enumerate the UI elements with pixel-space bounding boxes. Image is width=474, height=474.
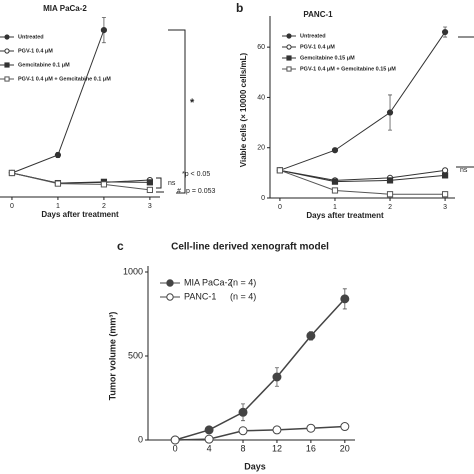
- marker: [204, 434, 214, 444]
- marker: [8, 169, 16, 177]
- x-tick-label: 1: [333, 204, 337, 211]
- y-axis-label: Viable cells (× 10000 cells/mL): [239, 52, 248, 167]
- x-tick-label: 12: [272, 443, 282, 453]
- legend-label: Untreated: [300, 33, 326, 39]
- marker: [166, 293, 174, 301]
- marker: [4, 34, 10, 40]
- x-tick-label: 0: [278, 204, 282, 211]
- marker: [272, 372, 282, 382]
- marker: [340, 294, 350, 304]
- marker: [386, 191, 394, 198]
- marker: [331, 187, 339, 194]
- series-line: [11, 172, 150, 191]
- marker: [100, 181, 108, 188]
- marker: [146, 186, 153, 194]
- series-line: [279, 169, 446, 183]
- y-tick-label: 0: [138, 434, 143, 444]
- x-tick-label: 3: [148, 203, 152, 210]
- series-line: [279, 169, 446, 195]
- legend-label: MIA PaCa-2: [184, 277, 233, 287]
- annotation: *p < 0.05: [182, 171, 210, 178]
- annotation: #: [177, 188, 181, 195]
- x-tick-label: 20: [340, 443, 350, 453]
- marker: [272, 425, 282, 435]
- legend-label: PGV-1 0.4 μM + Gemcitabine 0.1 μM: [18, 76, 111, 82]
- marker: [286, 66, 292, 72]
- marker: [441, 172, 449, 179]
- annotation: ns: [168, 180, 176, 187]
- marker: [286, 33, 292, 39]
- marker: [441, 167, 449, 174]
- series-line: [279, 31, 446, 171]
- legend-n: (n = 4): [230, 291, 256, 301]
- legend-n: (n = 4): [230, 277, 256, 287]
- x-tick-label: 2: [388, 204, 392, 211]
- x-tick-label: 2: [102, 203, 106, 210]
- x-tick-label: 16: [306, 443, 316, 453]
- marker: [4, 48, 10, 54]
- series-line: [279, 169, 446, 181]
- marker: [146, 179, 153, 186]
- chart-title: PANC-1: [303, 10, 333, 19]
- x-axis-label: Days after treatment: [41, 210, 119, 219]
- x-tick-label: 3: [443, 204, 447, 211]
- annotation: ns: [460, 167, 468, 174]
- marker: [204, 425, 214, 435]
- x-axis-label: Days: [244, 461, 266, 471]
- legend-label: PGV-1 0.4 μM: [300, 44, 335, 50]
- y-tick-label: 0: [261, 195, 265, 202]
- x-tick-label: 1: [56, 203, 60, 210]
- marker: [286, 55, 292, 61]
- panel-letter: c: [117, 239, 124, 253]
- bracket: [168, 29, 186, 194]
- marker: [276, 167, 284, 174]
- marker: [306, 423, 316, 433]
- marker: [170, 435, 180, 445]
- marker: [386, 177, 394, 184]
- chart-title: Cell-line derived xenograft model: [171, 242, 329, 253]
- marker: [100, 27, 108, 34]
- marker: [331, 147, 339, 154]
- annotation: p = 0.053: [186, 188, 215, 195]
- marker: [340, 422, 350, 432]
- marker: [238, 407, 248, 417]
- x-axis-label: Days after treatment: [306, 211, 384, 220]
- y-tick-label: 40: [257, 94, 265, 101]
- y-tick-label: 1000: [123, 266, 143, 276]
- panel-letter: b: [236, 1, 243, 15]
- series-line: [174, 298, 346, 441]
- marker: [441, 28, 449, 36]
- marker: [441, 191, 449, 198]
- marker: [54, 151, 62, 159]
- x-tick-label: 4: [207, 443, 212, 453]
- marker: [306, 331, 316, 341]
- annotation: *: [190, 97, 195, 109]
- marker: [386, 109, 394, 116]
- legend-label: Gemcitabine 0.15 μM: [300, 55, 355, 61]
- x-tick-label: 8: [241, 443, 246, 453]
- marker: [238, 426, 248, 436]
- y-axis-label: Tumor volume (mm³): [107, 312, 117, 401]
- x-tick-label: 0: [173, 443, 178, 453]
- legend-label: PGV-1 0.4 μM: [18, 48, 53, 54]
- chart-title: MIA PaCa-2: [43, 4, 87, 13]
- legend-label: Gemcitabine 0.1 μM: [18, 62, 70, 68]
- x-tick-label: 0: [10, 203, 14, 210]
- marker: [331, 178, 339, 185]
- series-line: [175, 425, 345, 441]
- marker: [54, 180, 62, 187]
- y-tick-label: 500: [128, 350, 143, 360]
- legend-label: Untreated: [18, 34, 44, 40]
- marker: [4, 62, 10, 68]
- y-tick-label: 60: [257, 44, 265, 51]
- bracket: [156, 177, 162, 189]
- legend-label: PANC-1: [184, 291, 216, 301]
- legend-label: PGV-1 0.4 μM + Gemcitabine 0.15 μM: [300, 66, 396, 72]
- y-tick-label: 20: [257, 145, 265, 152]
- marker: [166, 279, 174, 287]
- marker: [4, 76, 10, 82]
- marker: [286, 44, 292, 50]
